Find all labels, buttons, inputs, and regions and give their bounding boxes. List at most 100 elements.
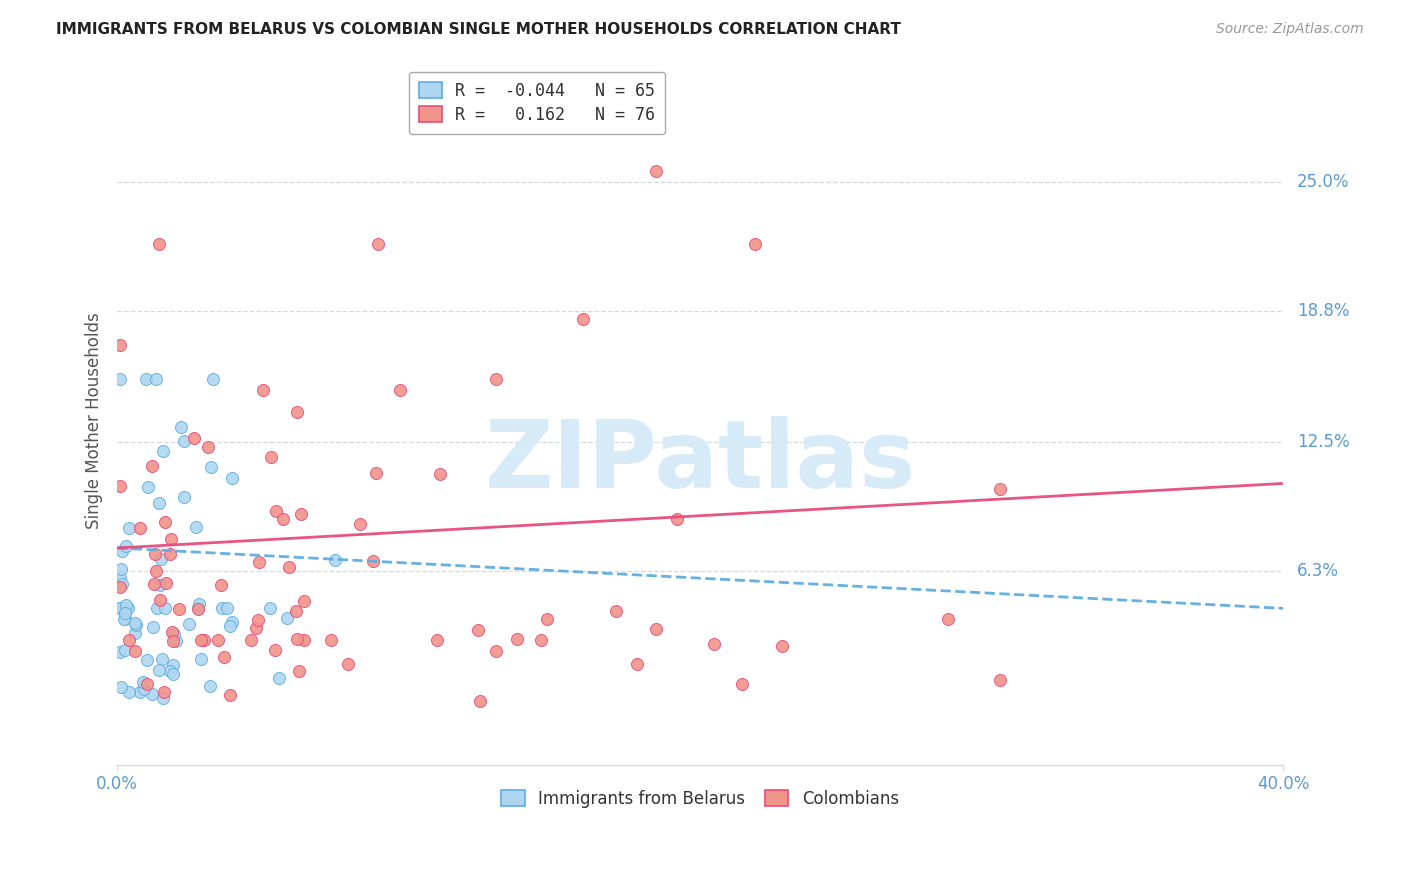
Point xyxy=(114,643,136,657)
Point xyxy=(605,604,627,618)
Point xyxy=(321,632,343,647)
Point xyxy=(367,237,389,252)
Point xyxy=(193,632,215,647)
Point xyxy=(129,521,152,535)
Point xyxy=(186,601,208,615)
Point xyxy=(284,604,307,618)
Point xyxy=(426,632,449,647)
Point xyxy=(219,619,242,633)
Point xyxy=(149,592,172,607)
Point xyxy=(118,685,141,699)
Point xyxy=(124,644,146,658)
Point xyxy=(129,685,152,699)
Point xyxy=(136,653,159,667)
Point xyxy=(110,681,132,695)
Point xyxy=(108,645,131,659)
Point xyxy=(245,621,267,635)
Point xyxy=(187,598,209,612)
Point xyxy=(572,312,595,326)
Point xyxy=(325,553,347,567)
Point xyxy=(136,677,159,691)
Point xyxy=(239,632,262,647)
Point xyxy=(336,657,359,671)
Point xyxy=(162,666,184,681)
Point xyxy=(666,512,689,526)
Point xyxy=(108,571,131,585)
Point xyxy=(294,632,316,647)
Point xyxy=(190,632,212,647)
Point xyxy=(264,504,287,518)
Point xyxy=(111,544,134,558)
Point xyxy=(285,405,308,419)
Point xyxy=(110,601,132,615)
Point xyxy=(146,601,169,615)
Point xyxy=(288,664,311,678)
Point xyxy=(114,599,136,613)
Point xyxy=(290,507,312,521)
Point xyxy=(277,560,299,574)
Point xyxy=(276,611,298,625)
Point xyxy=(247,555,270,569)
Point xyxy=(124,616,146,631)
Point xyxy=(744,237,766,252)
Point xyxy=(148,496,170,510)
Text: IMMIGRANTS FROM BELARUS VS COLOMBIAN SINGLE MOTHER HOUSEHOLDS CORRELATION CHART: IMMIGRANTS FROM BELARUS VS COLOMBIAN SIN… xyxy=(56,22,901,37)
Point xyxy=(252,383,274,397)
Point xyxy=(111,576,134,591)
Point xyxy=(429,467,451,481)
Point xyxy=(150,652,173,666)
Point xyxy=(219,688,242,702)
Point xyxy=(285,632,308,646)
Point xyxy=(155,575,177,590)
Point xyxy=(259,601,281,615)
Point xyxy=(162,658,184,673)
Point xyxy=(142,619,165,633)
Point xyxy=(183,431,205,445)
Point xyxy=(125,618,148,632)
Point xyxy=(200,460,222,475)
Point xyxy=(159,664,181,678)
Point xyxy=(187,601,209,615)
Point xyxy=(468,694,491,708)
Point xyxy=(141,458,163,473)
Point xyxy=(148,237,170,252)
Point xyxy=(221,471,243,485)
Point xyxy=(108,479,131,493)
Point xyxy=(988,483,1011,497)
Point xyxy=(114,612,136,626)
Point xyxy=(190,652,212,666)
Point xyxy=(703,638,725,652)
Point xyxy=(110,562,132,576)
Point xyxy=(160,533,183,547)
Legend: Immigrants from Belarus, Colombians: Immigrants from Belarus, Colombians xyxy=(495,783,905,814)
Point xyxy=(645,164,668,178)
Point xyxy=(153,601,176,615)
Point xyxy=(197,440,219,454)
Text: ZIPatlas: ZIPatlas xyxy=(485,417,915,508)
Point xyxy=(207,632,229,647)
Point xyxy=(112,612,135,626)
Point xyxy=(173,434,195,449)
Point xyxy=(626,657,648,672)
Text: 18.8%: 18.8% xyxy=(1298,301,1350,319)
Point xyxy=(152,690,174,705)
Point xyxy=(153,515,176,529)
Point xyxy=(145,564,167,578)
Point xyxy=(167,602,190,616)
Point xyxy=(530,632,553,647)
Point xyxy=(170,420,193,434)
Point xyxy=(770,639,793,653)
Point xyxy=(149,578,172,592)
Point xyxy=(118,632,141,647)
Point xyxy=(165,634,187,648)
Point xyxy=(217,601,239,615)
Text: 6.3%: 6.3% xyxy=(1298,562,1339,580)
Point xyxy=(184,520,207,534)
Point xyxy=(198,679,221,693)
Point xyxy=(988,673,1011,687)
Point xyxy=(124,625,146,640)
Point xyxy=(364,466,387,480)
Text: 12.5%: 12.5% xyxy=(1298,433,1350,450)
Point xyxy=(108,601,131,615)
Point xyxy=(211,601,233,615)
